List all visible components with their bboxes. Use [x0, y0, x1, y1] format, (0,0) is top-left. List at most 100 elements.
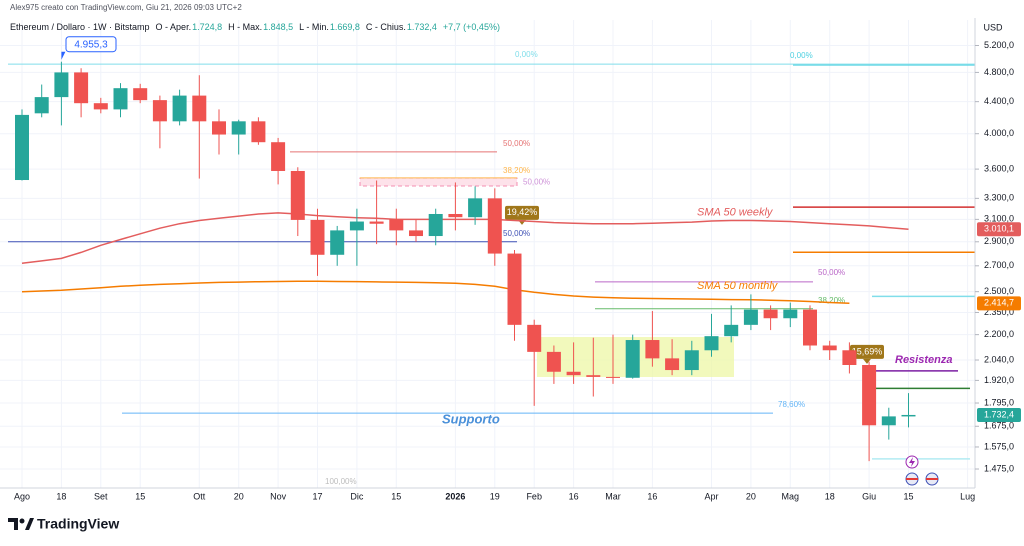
level-label: 50,00% [503, 139, 530, 148]
x-tick-label: 2026 [445, 491, 465, 501]
candle-body [349, 221, 364, 231]
candle-body [606, 376, 620, 378]
x-tick-label: Ago [14, 491, 30, 501]
candle-body [822, 345, 837, 351]
y-tick-label: 2.200,0 [984, 329, 1014, 339]
level-label: 15,69% [852, 346, 883, 356]
annotation: Resistenza [895, 354, 952, 366]
candle-body [192, 95, 207, 122]
callout-pointer [61, 51, 66, 60]
currency: USD [983, 22, 1003, 32]
annotations: 4.955,3 Resistenza Supporto [61, 36, 952, 426]
x-tick-label: 20 [746, 491, 756, 501]
sma-line [21, 212, 909, 265]
level-label: 78,60% [778, 400, 805, 409]
header: Ethereum / Dollaro · 1W · Bitstamp O - Ap… [10, 22, 500, 32]
candle-body [34, 97, 49, 114]
candle-body [862, 364, 877, 426]
logo-mark [8, 518, 18, 530]
x-tick-label: Lug [960, 491, 975, 501]
logo: TradingView [8, 516, 119, 532]
candle-body [15, 114, 29, 181]
x-tick-label: 16 [647, 491, 657, 501]
y-tick-label: 1.475,0 [984, 463, 1014, 473]
y-tick-label: 2.040,0 [984, 354, 1014, 364]
header-item: 1.732,4 [407, 22, 437, 32]
candle-body [566, 371, 581, 376]
credit: Alex975 creato con TradingView.com, Giu … [10, 3, 242, 12]
sma-name: SMA 50 monthly [697, 280, 779, 292]
x-tick-label: 15 [135, 491, 145, 501]
y-tick-label: 2.700,0 [984, 260, 1014, 270]
price-label-box [977, 407, 1021, 422]
candle-body [842, 350, 857, 365]
candle-body [665, 358, 680, 371]
candle-body [448, 213, 463, 218]
x-tick-label: 18 [825, 491, 835, 501]
candle-body [625, 340, 640, 378]
level-label: 50,00% [503, 229, 530, 238]
candle-body [901, 414, 916, 417]
y-tick-label: 2.900,0 [984, 236, 1014, 246]
header-item: H - Max. [228, 22, 262, 32]
y-tick-label: 5.200,0 [984, 40, 1014, 50]
candle-body [310, 219, 325, 255]
y-tick-label: 4.400,0 [984, 96, 1014, 106]
x-tick-label: Giu [862, 491, 876, 501]
y-tick-label: 1.795,0 [984, 397, 1014, 407]
candle-body [645, 340, 660, 359]
x-tick-label: 15 [903, 491, 913, 501]
x-tick-label: Apr [704, 491, 718, 501]
candle-body [133, 88, 148, 101]
badge-pointer [863, 358, 871, 364]
candle-body [586, 375, 601, 377]
candle-body [428, 213, 443, 237]
sma-line [21, 280, 850, 305]
candle-body [803, 309, 817, 346]
x-tick-label: Mag [782, 491, 800, 501]
x-tick-label: Dic [350, 491, 363, 501]
x-tick-label: 16 [569, 491, 579, 501]
level-label: 50,00% [523, 178, 550, 187]
level-label: 38,20% [503, 166, 530, 175]
candle-body [684, 350, 699, 371]
header-item: 1.848,5 [263, 22, 293, 32]
level-label: 50,00% [818, 268, 845, 277]
candle-body [231, 121, 246, 135]
candle-body [507, 253, 522, 325]
candle-body [369, 221, 384, 224]
candle-body [172, 95, 187, 122]
candle-body [54, 72, 69, 98]
candle-body [212, 121, 226, 135]
y-tick-label: 1.920,0 [984, 375, 1014, 385]
candles [15, 61, 916, 462]
x-tick-label: 17 [312, 491, 322, 501]
candle-body [468, 198, 483, 218]
price-label: 2.414,7 [984, 298, 1014, 308]
candle-body [724, 324, 739, 337]
x-tick-label: 19 [490, 491, 500, 501]
header-item: +7,7 (+0,45%) [443, 22, 500, 32]
level-label: 100,00% [325, 477, 357, 486]
candle-body [74, 72, 89, 104]
level-label: 0,00% [515, 50, 538, 59]
candle-body [290, 170, 305, 220]
y-tick-label: 4.000,0 [984, 128, 1014, 138]
high-callout [65, 36, 117, 53]
candle-body [152, 100, 167, 122]
header-item: 1.724,8 [192, 22, 222, 32]
candle-body [487, 198, 502, 254]
price-label: 3.010,1 [984, 224, 1014, 234]
y-tick-label: 3.100,0 [984, 214, 1014, 224]
levels: 0,00% 0,00% 50,00% 38,20% 50,00% 19,42% 50,00%… [8, 50, 975, 486]
candle-body [763, 309, 778, 319]
candle-body [881, 416, 896, 426]
x-tick-label: Nov [270, 491, 287, 501]
candle-body [251, 121, 266, 143]
x-tick-label: 18 [56, 491, 66, 501]
header-item: Ethereum / Dollaro · 1W · Bitstamp [10, 22, 150, 32]
logo-mark [25, 518, 34, 530]
header-item: L - Min. [299, 22, 329, 32]
x-tick-label: Ott [193, 491, 206, 501]
